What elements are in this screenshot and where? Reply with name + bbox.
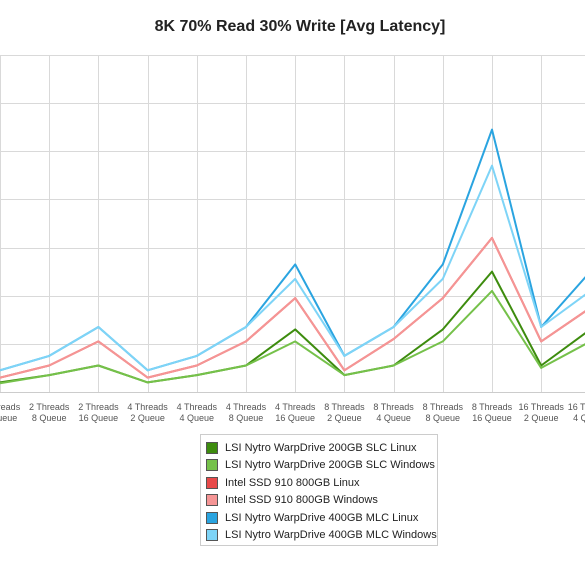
legend-item: Intel SSD 910 800GB Linux: [201, 474, 437, 492]
series-line: [0, 164, 585, 372]
chart-grid: [0, 55, 585, 393]
series-line: [0, 236, 585, 379]
x-tick-label: 4 Threads 2 Queue: [127, 402, 168, 423]
chart-legend: LSI Nytro WarpDrive 200GB SLC Linux LSI N…: [200, 434, 438, 546]
legend-label: LSI Nytro WarpDrive 400GB MLC Linux: [225, 511, 419, 524]
x-tick-label: 2 Threads 16 Queue: [78, 402, 119, 423]
legend-label: LSI Nytro WarpDrive 200GB SLC Linux: [225, 441, 417, 454]
legend-swatch: [206, 441, 218, 454]
legend-item: LSI Nytro WarpDrive 400GB MLC Windows: [201, 527, 437, 545]
chart-series-lines: [0, 128, 585, 385]
legend-swatch: [206, 494, 218, 507]
legend-item: LSI Nytro WarpDrive 200GB SLC Windows: [201, 457, 437, 475]
x-tick-label: 4 Threads 8 Queue: [226, 402, 267, 423]
chart-title: 8K 70% Read 30% Write [Avg Latency]: [154, 18, 446, 35]
legend-item: LSI Nytro WarpDrive 400GB MLC Linux: [201, 509, 437, 527]
legend-item: LSI Nytro WarpDrive 200GB SLC Linux: [201, 439, 437, 457]
x-tick-label: 2 Threads 8 Queue: [29, 402, 70, 423]
legend-label: Intel SSD 910 800GB Windows: [225, 494, 378, 507]
x-tick-label: 8 Threads 4 Queue: [373, 402, 414, 423]
legend-label: LSI Nytro WarpDrive 200GB SLC Windows: [225, 459, 435, 472]
x-tick-label: 8 Threads 8 Queue: [423, 402, 464, 423]
legend-label: LSI Nytro WarpDrive 400GB MLC Windows: [225, 529, 437, 542]
legend-item: Intel SSD 910 800GB Windows: [201, 492, 437, 510]
legend-swatch: [206, 476, 218, 489]
series-line: [0, 270, 585, 384]
legend-swatch: [206, 529, 218, 542]
x-tick-label: 4 Threads 16 Queue: [275, 402, 316, 423]
legend-swatch: [206, 511, 218, 524]
x-tick-label: 8 Threads 2 Queue: [324, 402, 365, 423]
x-tick-label: 16 Threads 2 Queue: [519, 402, 565, 423]
x-tick-label: 4 Threads 4 Queue: [177, 402, 218, 423]
series-line: [0, 236, 585, 379]
legend-label: Intel SSD 910 800GB Linux: [225, 476, 360, 489]
x-tick-label: 8 Threads 16 Queue: [472, 402, 513, 423]
legend-swatch: [206, 459, 218, 472]
series-line: [0, 289, 585, 385]
